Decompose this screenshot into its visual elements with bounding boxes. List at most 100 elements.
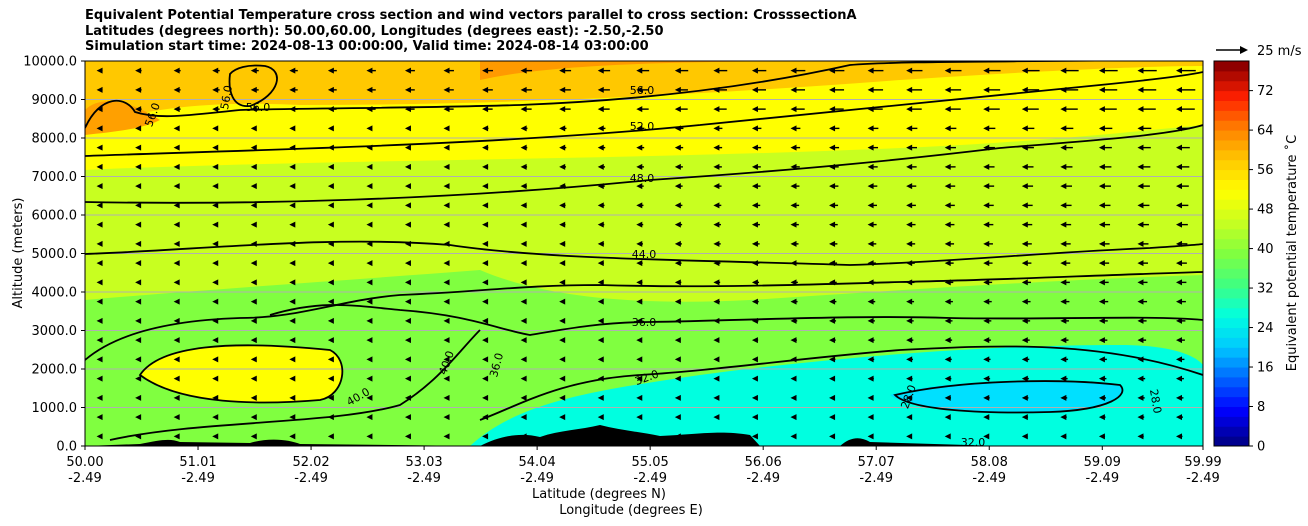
wind-arrow [983,86,1001,93]
colorbar-band [1214,159,1249,171]
wind-arrow [366,433,373,440]
wind-arrow [636,298,643,305]
wind-arrow [559,356,566,363]
wind-arrow [212,279,219,286]
wind-arrow [289,279,296,286]
wind-arrow [1176,86,1196,93]
colorbar-band [1214,218,1249,230]
wind-arrow [173,260,180,267]
quiver-key: 25 m/s [1216,44,1302,59]
colorbar-band [1214,278,1249,289]
wind-arrow [443,86,454,93]
x-tick-label-lat: 56.06 [745,455,782,470]
wind-arrow [790,356,797,363]
wind-arrow [443,279,450,286]
wind-arrow [1137,260,1149,267]
wind-arrow [1137,356,1146,363]
wind-arrow [829,317,837,324]
wind-arrow [636,125,645,132]
colorbar-tick-label: 24 [1257,321,1274,336]
wind-arrow [135,375,142,382]
wind-arrow [250,221,257,228]
x-tick-label-lat: 55.05 [632,455,669,470]
wind-arrow [135,337,142,344]
wind-arrow [559,394,566,401]
wind-arrow [597,163,605,170]
wind-arrow [906,183,917,190]
wind-arrow [173,240,180,247]
wind-arrow [1021,67,1040,74]
wind-arrow [173,279,180,286]
wind-arrow [520,394,527,401]
wind-arrow [1098,183,1111,190]
wind-arrow [520,260,527,267]
wind-arrow [559,144,567,151]
x-tick-label-lat: 58.08 [971,455,1008,470]
wind-arrow [674,202,683,209]
x-tick-label-lon: -2.49 [972,471,1006,486]
wind-arrow [1098,414,1106,421]
wind-arrow [1098,375,1107,382]
colorbar-tick-label: 32 [1257,282,1274,297]
wind-arrow [867,375,874,382]
wind-arrow [790,337,797,344]
x-tick-label-lon: -2.49 [181,471,215,486]
wind-arrow [790,298,798,305]
wind-arrow [1098,202,1111,209]
wind-arrow [906,240,916,247]
colorbar-band [1214,209,1249,220]
colorbar-band [1214,297,1249,309]
wind-arrow [173,356,180,363]
wind-arrow [1137,106,1156,113]
y-tick-label: 6000.0 [32,209,78,224]
wind-arrow [713,144,723,151]
wind-arrow [250,414,257,421]
wind-arrow [636,356,643,363]
wind-arrow [829,202,839,209]
wind-arrow [520,67,533,74]
colorbar-band [1214,179,1249,190]
wind-arrow [327,183,334,190]
wind-arrow [1021,298,1031,305]
wind-arrow [404,221,411,228]
contour-label: 44.0 [632,248,657,261]
colorbar-band [1214,416,1249,427]
wind-arrow [829,86,845,93]
wind-arrow [1176,279,1187,286]
wind-arrow [173,221,180,228]
wind-arrow [713,394,720,401]
colorbar-band [1214,268,1249,279]
wind-arrow [96,433,103,440]
wind-arrow [1137,279,1148,286]
x-tick-label-lon: -2.49 [746,471,780,486]
wind-arrow [983,221,994,228]
wind-arrow [829,337,836,344]
y-axis: 0.0 1000.0 2000.0 3000.0 4000.0 5000.0 6000.0 7… [23,55,85,455]
wind-arrow [829,240,838,247]
colorbar-tick-label: 40 [1257,242,1274,257]
wind-arrow [250,106,259,113]
wind-arrow [829,163,839,170]
wind-arrow [135,356,142,363]
wind-arrow [1021,86,1040,93]
wind-arrow [674,394,681,401]
wind-arrow [790,414,797,421]
wind-arrow [713,202,722,209]
wind-arrow [135,86,142,93]
wind-arrow [250,86,259,93]
wind-arrow [212,163,219,170]
wind-arrow [366,356,373,363]
x-tick-label-lon: -2.49 [633,471,667,486]
colorbar-band [1214,130,1249,141]
wind-arrow [983,317,992,324]
wind-arrow [96,337,103,344]
wind-arrow [366,240,373,247]
wind-arrow [713,317,720,324]
wind-arrow [1060,317,1069,324]
wind-arrow [597,317,604,324]
wind-arrow [96,106,103,113]
wind-arrow [751,67,767,74]
wind-arrow [212,394,219,401]
wind-arrow [674,86,688,93]
wind-arrow [212,67,220,74]
